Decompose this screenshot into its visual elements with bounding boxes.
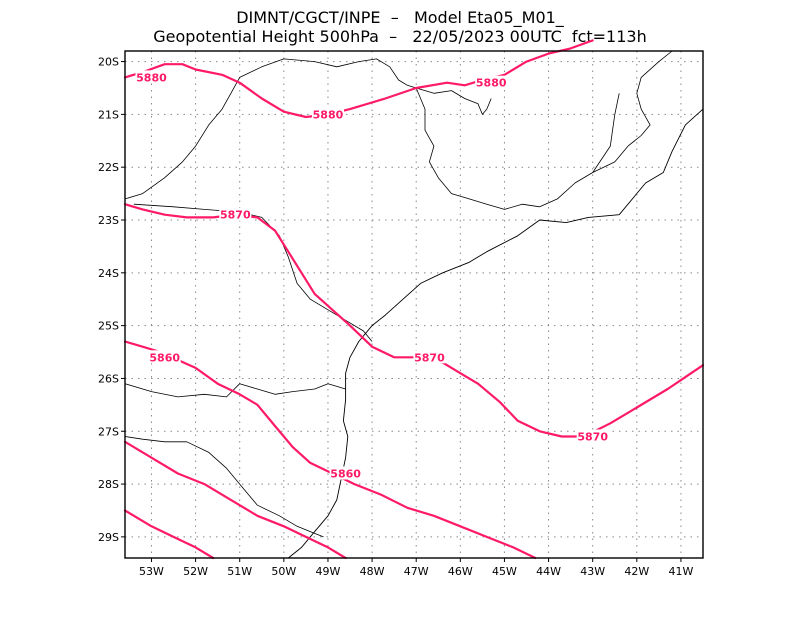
state-boundaries bbox=[124, 50, 673, 538]
boundary-line bbox=[133, 203, 373, 342]
title-line-1: DIMNT/CGCT/INPE – Model Eta05_M01_ bbox=[236, 8, 564, 27]
x-tick-label: 50W bbox=[271, 565, 296, 578]
contour-label: 5870 bbox=[577, 431, 608, 444]
x-tick-label: 45W bbox=[492, 565, 517, 578]
contour-5870 bbox=[123, 203, 705, 438]
contour-label: 5860 bbox=[149, 351, 180, 364]
contour-lines bbox=[123, 39, 705, 560]
boundary-line bbox=[415, 87, 540, 210]
x-tick-label: 46W bbox=[448, 565, 473, 578]
contour-label-bg bbox=[475, 75, 508, 89]
y-tick-label: 23S bbox=[98, 214, 119, 227]
x-tick-label: 52W bbox=[183, 565, 208, 578]
x-tick-label: 47W bbox=[404, 565, 429, 578]
contour-label-bg bbox=[329, 466, 362, 480]
contour-label-bg bbox=[413, 350, 446, 364]
x-tick-label: 49W bbox=[316, 565, 341, 578]
y-tick-label: 25S bbox=[98, 320, 119, 333]
contour-label: 5880 bbox=[313, 108, 344, 121]
contour-label: 5880 bbox=[476, 77, 507, 90]
x-tick-label: 42W bbox=[624, 565, 649, 578]
contour-5860 bbox=[123, 340, 537, 560]
y-tick-label: 26S bbox=[98, 372, 119, 385]
contour-label-bg bbox=[576, 429, 609, 443]
boundary-line bbox=[416, 87, 492, 115]
x-tick-label: 51W bbox=[227, 565, 252, 578]
y-tick-label: 24S bbox=[98, 267, 119, 280]
boundary-line bbox=[592, 93, 620, 173]
contour-label: 5880 bbox=[136, 71, 167, 84]
coastline bbox=[288, 108, 704, 559]
y-tick-label: 21S bbox=[98, 108, 119, 121]
boundary-line bbox=[124, 58, 417, 200]
y-axis-ticks: 20S 21S 22S 23S 24S 25S 26S 27S 28S 29S bbox=[98, 56, 125, 544]
y-tick-label: 20S bbox=[98, 56, 119, 69]
x-tick-label: 48W bbox=[360, 565, 385, 578]
x-axis-ticks: 53W 52W 51W 50W 49W 48W 47W 46W 45W 44W 43W 42W 41W bbox=[139, 558, 693, 578]
contour-label: 5870 bbox=[220, 209, 251, 222]
x-tick-label: 43W bbox=[580, 565, 605, 578]
title-line-2: Geopotential Height 500hPa – 22/05/2023 … bbox=[153, 27, 647, 46]
boundary-line bbox=[124, 436, 324, 538]
y-tick-label: 28S bbox=[98, 478, 119, 491]
contour-labels: 5880 5880 5880 5870 5870 5870 5860 5860 bbox=[135, 70, 609, 481]
contour-5840 bbox=[123, 509, 215, 560]
x-tick-label: 41W bbox=[669, 565, 694, 578]
coastline-segment bbox=[288, 108, 704, 559]
contour-label: 5860 bbox=[330, 468, 361, 481]
y-tick-label: 29S bbox=[98, 531, 119, 544]
map-frame bbox=[124, 50, 704, 559]
boundary-line bbox=[124, 383, 346, 398]
contour-label-bg bbox=[135, 70, 168, 84]
contour-label-bg bbox=[311, 107, 344, 121]
contour-label-bg bbox=[148, 350, 181, 364]
x-tick-label: 44W bbox=[536, 565, 561, 578]
x-tick-label: 53W bbox=[139, 565, 164, 578]
grid-lines bbox=[125, 51, 703, 558]
boundary-line bbox=[539, 50, 673, 208]
contour-5850 bbox=[123, 440, 347, 560]
contour-label: 5870 bbox=[414, 351, 445, 364]
y-tick-label: 22S bbox=[98, 161, 119, 174]
y-tick-label: 27S bbox=[98, 425, 119, 438]
contour-label-bg bbox=[219, 207, 252, 221]
